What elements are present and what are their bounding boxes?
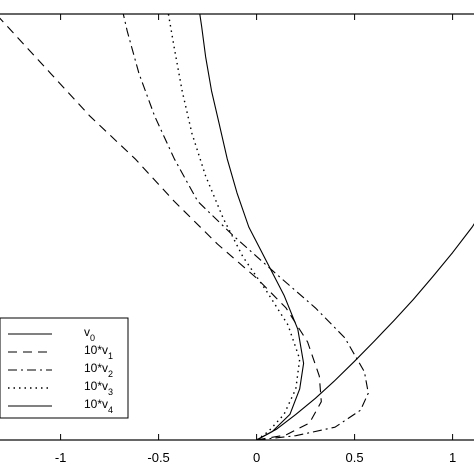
legend-label-2: 10*v2 xyxy=(84,361,113,379)
series-line-0 xyxy=(256,223,474,441)
series-line-1 xyxy=(0,17,322,441)
series-line-2 xyxy=(122,13,369,441)
series-line-4 xyxy=(199,13,305,441)
x-tick-label: 1 xyxy=(449,450,456,465)
legend-box xyxy=(0,317,129,419)
legend-label-1: 10*v1 xyxy=(84,343,113,361)
x-tick-label: 0.5 xyxy=(346,450,364,465)
legend-label-4: 10*v4 xyxy=(84,397,113,415)
legend-label-3: 10*v3 xyxy=(84,379,113,397)
x-tick-label: 0 xyxy=(253,450,260,465)
legend-label-0: v0 xyxy=(84,325,95,343)
x-ticks: -1 -0.5 0 0.5 1 xyxy=(55,14,456,465)
plot-lines xyxy=(0,13,474,441)
series-line-3 xyxy=(167,13,301,441)
x-tick-label: -1 xyxy=(55,450,67,465)
x-tick-label: -0.5 xyxy=(147,450,169,465)
plot-frame xyxy=(0,13,474,441)
